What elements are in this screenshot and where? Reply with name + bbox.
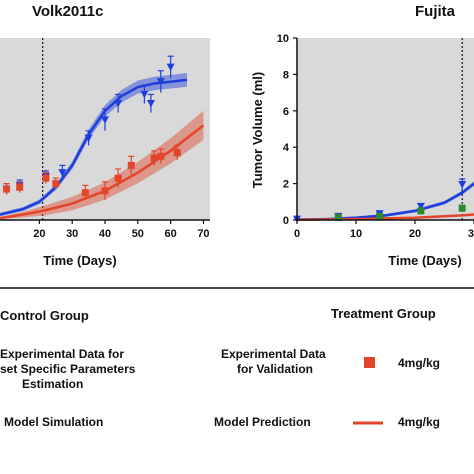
data-point bbox=[114, 100, 123, 108]
data-point bbox=[58, 169, 67, 177]
legend-prediction-dose: 4mg/kg bbox=[398, 415, 440, 429]
x-tick-label: 40 bbox=[99, 228, 111, 240]
model-line bbox=[0, 78, 188, 216]
legend-validation-line: Experimental Data bbox=[221, 347, 326, 361]
y-tick-label: 4 bbox=[283, 142, 290, 154]
data-point bbox=[334, 213, 342, 221]
y-tick-label: 10 bbox=[277, 33, 289, 45]
legend-validation-dose: 4mg/kg bbox=[398, 356, 440, 370]
x-tick-label: 60 bbox=[165, 228, 177, 240]
chart2-xlabel: Time (Days) bbox=[388, 253, 461, 268]
chart2-ylabel: Tumor Volume (ml) bbox=[250, 72, 265, 189]
legend-control-heading: Control Group bbox=[0, 308, 89, 323]
y-tick-label: 8 bbox=[283, 69, 289, 81]
legend-control-exp-label: Experimental Data for set Specific Param… bbox=[0, 347, 139, 391]
data-point bbox=[458, 181, 467, 189]
x-tick-label: 70 bbox=[197, 228, 209, 240]
x-tick-label: 20 bbox=[409, 228, 421, 240]
legend-validation-marker bbox=[364, 357, 375, 368]
legend-control-exp-line: Estimation bbox=[22, 377, 83, 391]
y-tick-label: 2 bbox=[283, 179, 289, 191]
plot-background bbox=[297, 38, 474, 220]
legend-treatment-heading: Treatment Group bbox=[331, 306, 436, 321]
data-point bbox=[101, 187, 109, 195]
legend-control-model-label: Model Simulation bbox=[4, 415, 103, 429]
data-point bbox=[166, 63, 175, 72]
data-point bbox=[150, 154, 158, 162]
x-tick-label: 10 bbox=[350, 228, 362, 240]
x-tick-label: 30 bbox=[468, 228, 474, 240]
y-tick-label: 6 bbox=[283, 106, 289, 118]
data-point bbox=[127, 161, 135, 169]
data-point bbox=[114, 174, 122, 182]
data-point bbox=[458, 204, 466, 212]
data-point bbox=[146, 100, 155, 108]
data-point bbox=[156, 78, 165, 86]
chart1-title: Volk2011c bbox=[32, 3, 103, 20]
data-point bbox=[376, 212, 384, 220]
data-point bbox=[52, 180, 60, 188]
chart1-xlabel: Time (Days) bbox=[43, 253, 116, 268]
data-point bbox=[16, 183, 24, 191]
chart1-plot: 20 30 40 50 60 70 bbox=[0, 38, 210, 240]
legend-validation-label: Experimental Data for Validation bbox=[221, 347, 329, 376]
y-tick-label: 0 bbox=[283, 215, 289, 227]
model-line bbox=[0, 124, 205, 220]
x-tick-label: 0 bbox=[294, 228, 300, 240]
chart2-plot: 0 10 20 30 0 2 4 6 8 10 bbox=[277, 33, 474, 240]
data-point bbox=[417, 207, 425, 215]
data-point bbox=[3, 185, 11, 193]
data-point bbox=[140, 90, 149, 99]
legend-control-exp-line: Experimental Data for bbox=[0, 347, 124, 361]
data-point bbox=[157, 152, 165, 160]
data-point bbox=[81, 189, 89, 197]
data-point bbox=[173, 149, 181, 157]
model-confidence-band bbox=[0, 110, 204, 220]
x-tick-label: 50 bbox=[132, 228, 144, 240]
data-point bbox=[42, 174, 50, 182]
legend-validation-line: for Validation bbox=[237, 362, 313, 376]
legend-control-exp-line: set Specific Parameters bbox=[0, 362, 136, 376]
chart2-title: Fujita bbox=[415, 3, 456, 20]
model-confidence-band bbox=[0, 73, 187, 217]
x-tick-label: 30 bbox=[66, 228, 78, 240]
data-point bbox=[84, 134, 93, 143]
data-point bbox=[101, 116, 109, 124]
legend-prediction-label: Model Prediction bbox=[214, 415, 311, 429]
data-point bbox=[416, 202, 425, 211]
x-tick-label: 20 bbox=[33, 228, 45, 240]
